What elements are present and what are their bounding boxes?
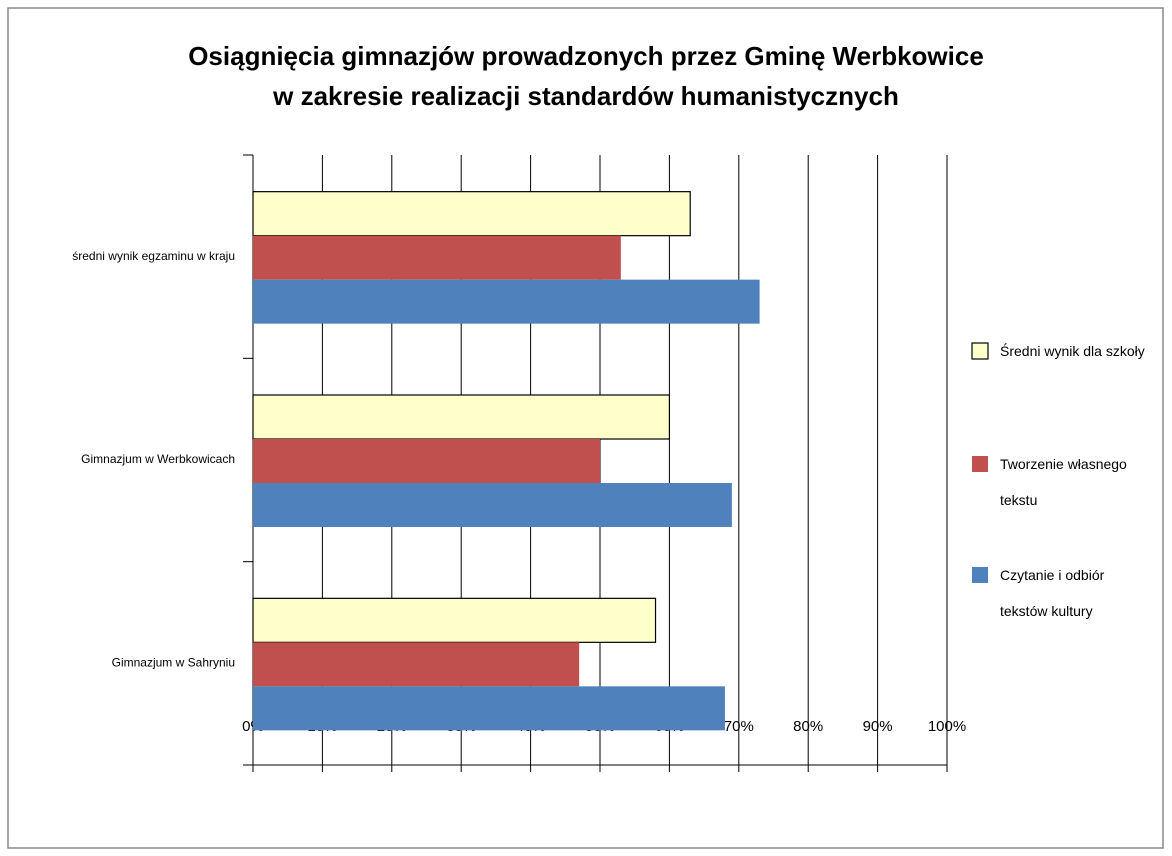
bar bbox=[252, 191, 691, 237]
bar bbox=[252, 597, 657, 643]
bar bbox=[253, 439, 600, 483]
bar bbox=[253, 483, 732, 527]
x-tick-label: 80% bbox=[793, 718, 823, 735]
legend-label: Czytanie i odbiór tekstów kultury bbox=[1000, 567, 1105, 619]
legend-label: Tworzenie własnego tekstu bbox=[1000, 456, 1127, 508]
chart-title: w zakresie realizacji standardów humanis… bbox=[272, 81, 899, 111]
bar bbox=[253, 235, 621, 280]
bar bbox=[253, 642, 580, 687]
legend-swatch bbox=[972, 567, 988, 583]
y-tick-label: średni wynik egzaminu w kraju bbox=[72, 249, 235, 263]
legend-label: Średni wynik dla szkoły bbox=[1000, 343, 1145, 359]
bar bbox=[253, 279, 760, 324]
x-tick-label: 70% bbox=[724, 718, 754, 735]
bar bbox=[253, 686, 725, 731]
y-tick-label: Gimnazjum w Sahryniu bbox=[112, 656, 235, 670]
chart-title: Osiągnięcia gimnazjów prowadzonych przez… bbox=[188, 41, 984, 71]
x-tick-label: 90% bbox=[863, 718, 893, 735]
legend-swatch bbox=[971, 342, 989, 360]
bar bbox=[252, 394, 670, 440]
y-tick-label: Gimnazjum w Werbkowicach bbox=[81, 452, 235, 466]
x-tick-label: 100% bbox=[928, 718, 966, 735]
legend-swatch bbox=[972, 456, 988, 472]
